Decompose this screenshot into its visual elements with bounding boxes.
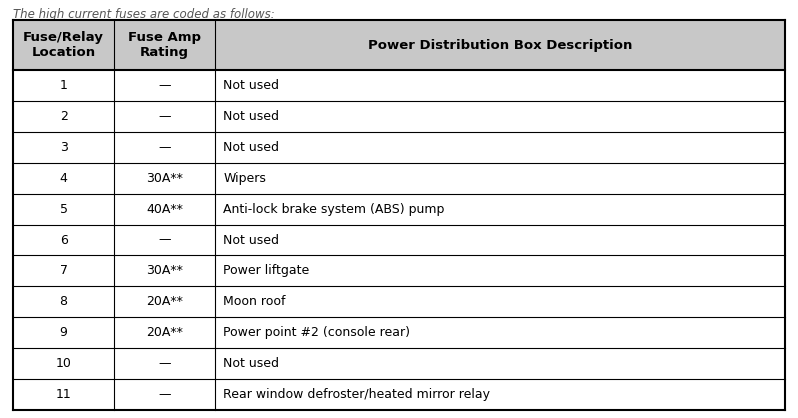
Text: —: — [159, 110, 171, 123]
Text: Not used: Not used [223, 110, 279, 123]
Text: Not used: Not used [223, 79, 279, 92]
Text: Wipers: Wipers [223, 172, 267, 185]
Bar [13, 224, 785, 255]
Bar [13, 348, 785, 379]
Text: Power Distribution Box Description: Power Distribution Box Description [368, 38, 632, 51]
Text: Moon roof: Moon roof [223, 296, 286, 308]
Bar [13, 20, 785, 70]
Text: —: — [159, 79, 171, 92]
Bar [13, 286, 785, 317]
Text: —: — [159, 357, 171, 370]
Text: 6: 6 [60, 234, 68, 247]
Text: 2: 2 [60, 110, 68, 123]
Text: The high current fuses are coded as follows:: The high current fuses are coded as foll… [13, 8, 275, 21]
Text: —: — [159, 388, 171, 401]
Text: Power liftgate: Power liftgate [223, 265, 310, 278]
Text: 4: 4 [60, 172, 68, 185]
Bar [13, 317, 785, 348]
Text: Fuse Amp
Rating: Fuse Amp Rating [128, 31, 201, 59]
Bar [13, 255, 785, 286]
Text: 11: 11 [56, 388, 72, 401]
Text: Anti-lock brake system (ABS) pump: Anti-lock brake system (ABS) pump [223, 203, 444, 216]
Text: 5: 5 [60, 203, 68, 216]
Bar [13, 194, 785, 224]
Text: Rear window defroster/heated mirror relay: Rear window defroster/heated mirror rela… [223, 388, 490, 401]
Text: Fuse/Relay
Location: Fuse/Relay Location [23, 31, 104, 59]
Text: 30A**: 30A** [146, 172, 183, 185]
Text: Not used: Not used [223, 357, 279, 370]
Text: —: — [159, 141, 171, 154]
Bar [13, 163, 785, 194]
Text: —: — [159, 234, 171, 247]
Text: Not used: Not used [223, 234, 279, 247]
Text: 10: 10 [56, 357, 72, 370]
Bar [13, 70, 785, 101]
Text: 20A**: 20A** [146, 296, 183, 308]
Bar [13, 379, 785, 410]
Text: 1: 1 [60, 79, 68, 92]
Bar [13, 132, 785, 163]
Bar [13, 101, 785, 132]
Text: 3: 3 [60, 141, 68, 154]
Text: 7: 7 [60, 265, 68, 278]
Text: 30A**: 30A** [146, 265, 183, 278]
Text: Power point #2 (console rear): Power point #2 (console rear) [223, 326, 410, 339]
Text: Not used: Not used [223, 141, 279, 154]
Text: 40A**: 40A** [146, 203, 183, 216]
Text: 8: 8 [60, 296, 68, 308]
Text: 9: 9 [60, 326, 68, 339]
Text: 20A**: 20A** [146, 326, 183, 339]
